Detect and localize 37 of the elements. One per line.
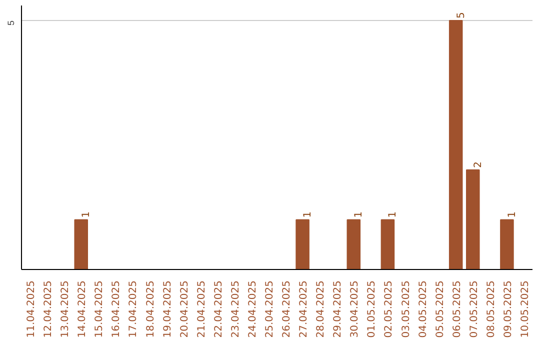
x-tick-label: 06.05.2025 xyxy=(452,280,463,338)
data-label: 2 xyxy=(472,162,484,168)
x-tick-label: 15.04.2025 xyxy=(94,280,106,338)
x-tick-label: 20.04.2025 xyxy=(179,280,190,338)
data-label: 5 xyxy=(456,12,467,18)
x-tick-label: 03.05.2025 xyxy=(400,280,412,338)
x-tick-label: 24.04.2025 xyxy=(247,280,258,338)
x-tick-label: 29.04.2025 xyxy=(332,280,344,338)
x-tick-label: 30.04.2025 xyxy=(350,280,361,338)
x-tick-label: 13.04.2025 xyxy=(60,280,72,338)
x-tick-label: 19.04.2025 xyxy=(162,280,174,338)
x-tick-label: 05.05.2025 xyxy=(434,280,446,338)
x-tick-label: 28.04.2025 xyxy=(316,280,327,338)
x-tick-label: 04.05.2025 xyxy=(418,280,429,338)
x-tick-label: 25.04.2025 xyxy=(264,280,276,338)
x-tick-label: 14.04.2025 xyxy=(77,280,88,338)
x-tick-label: 09.05.2025 xyxy=(502,280,514,338)
x-tick-label: 21.04.2025 xyxy=(196,280,208,338)
data-label: 1 xyxy=(388,211,399,218)
data-label: 1 xyxy=(81,211,92,218)
x-tick-label: 08.05.2025 xyxy=(486,280,497,338)
x-tick-label: 10.05.2025 xyxy=(520,280,531,338)
x-tick-label: 11.04.2025 xyxy=(26,280,38,338)
x-tick-label: 18.04.2025 xyxy=(145,280,156,338)
data-label: 1 xyxy=(506,211,518,218)
x-tick-label: 17.04.2025 xyxy=(128,280,140,338)
data-label: 1 xyxy=(302,211,314,218)
x-tick-label: 01.05.2025 xyxy=(366,280,378,338)
data-label: 1 xyxy=(354,211,365,218)
x-tick-label: 26.04.2025 xyxy=(282,280,293,338)
x-tick-label: 27.04.2025 xyxy=(298,280,310,338)
x-tick-label: 16.04.2025 xyxy=(111,280,122,338)
x-tick-label: 23.04.2025 xyxy=(230,280,242,338)
x-tick-label: 22.04.2025 xyxy=(213,280,224,338)
x-tick-label: 12.04.2025 xyxy=(43,280,54,338)
x-tick-label: 02.05.2025 xyxy=(384,280,395,338)
x-tick-label: 07.05.2025 xyxy=(468,280,480,338)
